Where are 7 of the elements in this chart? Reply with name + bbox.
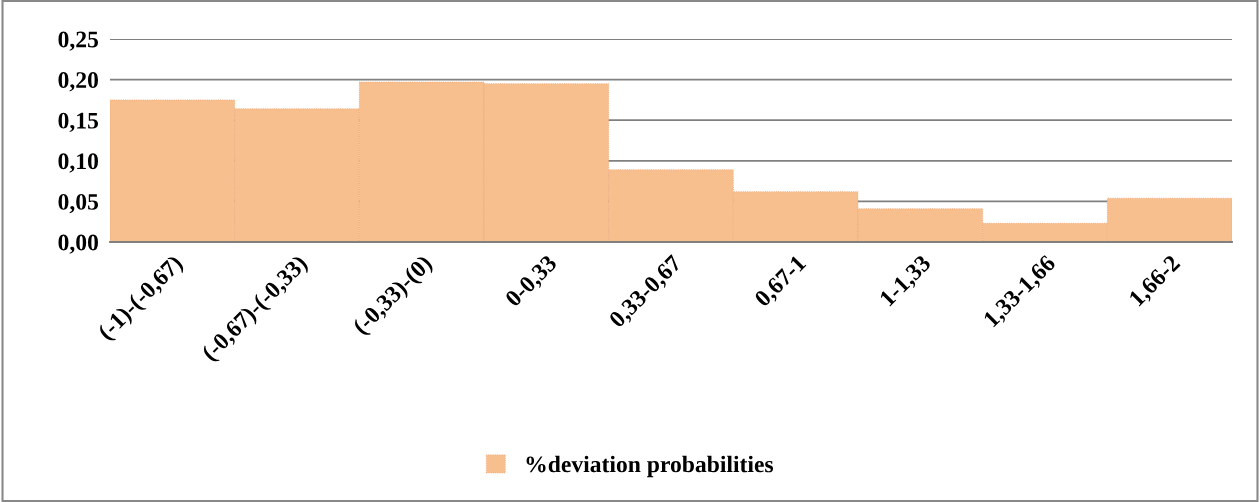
y-tick-label: 0,25 — [58, 31, 99, 51]
y-tick-label: 0,15 — [58, 112, 99, 133]
legend-label: %deviation probabilities — [526, 455, 774, 478]
y-tick-label: 0,10 — [58, 153, 98, 173]
y-tick-label: 0,05 — [58, 193, 99, 214]
y-tick-label: 0,00 — [58, 234, 98, 254]
y-tick-label: 0,20 — [58, 72, 98, 92]
